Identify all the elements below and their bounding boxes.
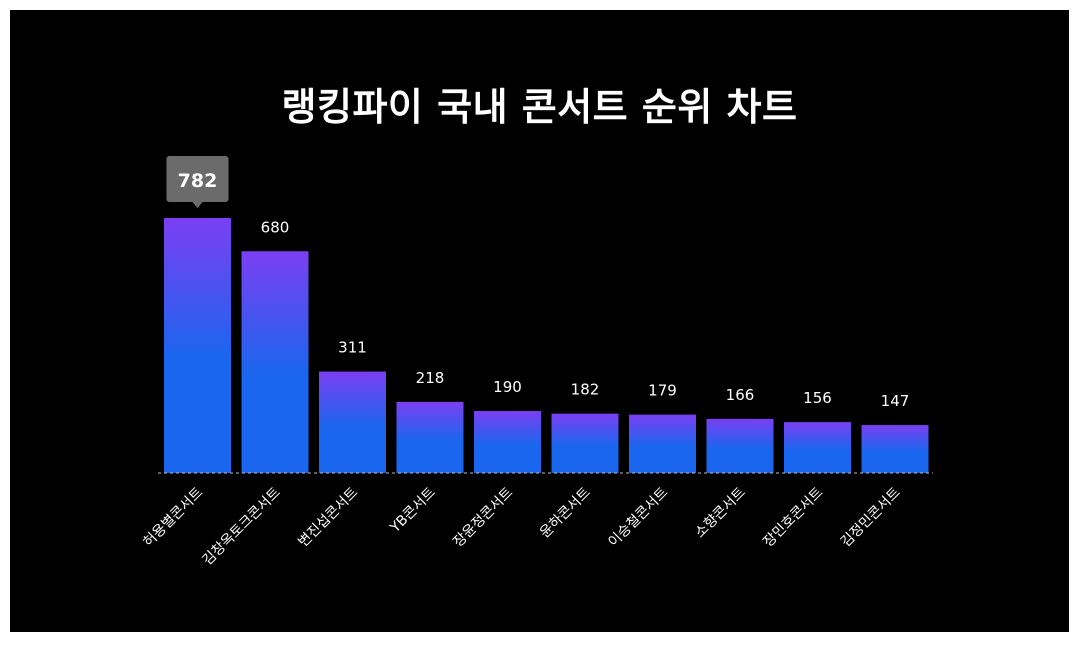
bar-chart: 782 허용별콘서트 680 김창옥토크콘서트 311 변진섭콘서트 218 YB콘서트 190… [140, 156, 933, 569]
bar-value-label: 179 [648, 382, 677, 400]
x-tick-label: 허용별콘서트 [140, 484, 206, 550]
x-tick-label: 김창옥토크콘서트 [200, 484, 284, 568]
bar[interactable] [396, 401, 464, 473]
bar-value-label: 156 [803, 389, 832, 407]
bar-value-label: 166 [726, 386, 755, 404]
bar[interactable] [784, 422, 851, 473]
bar-value-label: 147 [881, 392, 910, 410]
bar[interactable] [629, 414, 696, 473]
x-tick-label: 장민호콘서트 [760, 484, 826, 550]
bar-value-label: 680 [261, 218, 290, 236]
bar[interactable] [319, 371, 386, 473]
tooltip-pointer [192, 202, 203, 208]
value-tooltip: 782 [166, 156, 229, 208]
bar-value-label: 311 [338, 339, 367, 357]
bar[interactable] [474, 411, 541, 473]
x-tick-label: 김정민콘서트 [838, 484, 904, 550]
x-tick-label: 변진섭콘서트 [295, 484, 361, 550]
bar-value-label: 190 [493, 378, 522, 396]
x-tick-label: 장윤정콘서트 [450, 484, 516, 550]
bar-value-label: 182 [571, 381, 600, 399]
x-tick-label: 윤하콘서트 [537, 484, 594, 541]
x-tick-label: 이승철콘서트 [605, 484, 671, 550]
bar[interactable] [551, 413, 619, 473]
chart-frame: 랭킹파이 국내 콘서트 순위 차트 782 허용별콘서트 680 김창옥토크콘서트 31… [10, 10, 1069, 632]
bar[interactable] [241, 251, 309, 473]
bar[interactable] [706, 418, 774, 473]
x-tick-label: YB콘서트 [387, 484, 439, 536]
tooltip-box [166, 156, 229, 202]
bar[interactable] [164, 218, 231, 473]
chart-title: 랭킹파이 국내 콘서트 순위 차트 [281, 85, 798, 129]
x-tick-label: 소향콘서트 [692, 484, 749, 541]
bar-value-label: 782 [178, 170, 218, 192]
bar[interactable] [861, 425, 929, 473]
bar-value-label: 218 [416, 369, 445, 387]
